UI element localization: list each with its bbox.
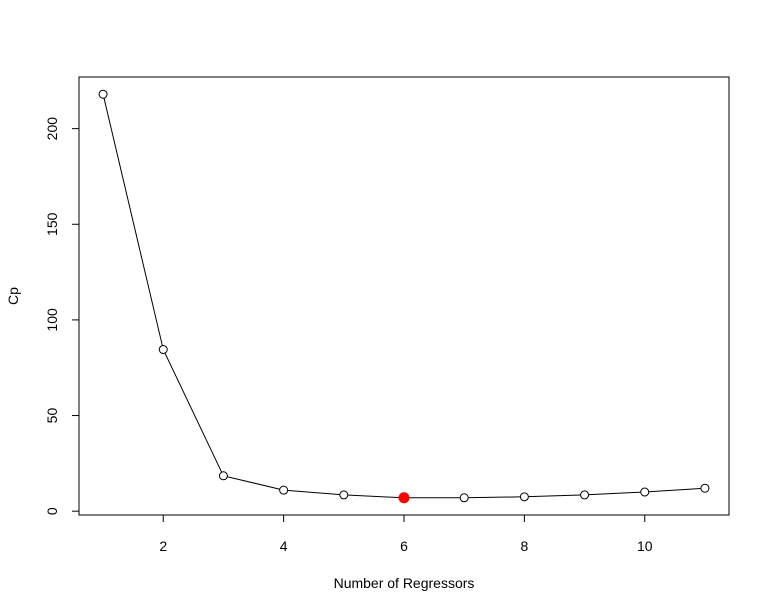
x-tick-label: 6 [400, 538, 408, 554]
x-tick-label: 4 [280, 538, 288, 554]
data-point [339, 490, 349, 500]
data-point [519, 492, 529, 502]
x-axis: 2 4 6 8 10 [159, 514, 653, 554]
y-axis-title: Cp [5, 287, 21, 305]
data-points [98, 89, 710, 504]
data-point [158, 345, 168, 355]
data-point [640, 487, 650, 497]
y-tick-label: 0 [44, 507, 60, 515]
x-tick-label: 2 [159, 538, 167, 554]
y-tick-label: 50 [44, 408, 60, 424]
x-axis-title: Number of Regressors [334, 575, 475, 591]
y-tick-label: 150 [44, 212, 60, 236]
plot-frame [78, 76, 730, 516]
y-axis: 0 50 100 150 200 [44, 117, 80, 515]
data-point [459, 493, 469, 503]
data-point [98, 89, 108, 99]
data-point [580, 490, 590, 500]
highlight-point [398, 492, 410, 504]
y-tick-label: 100 [44, 308, 60, 332]
data-point [218, 471, 228, 481]
x-tick-label: 8 [520, 538, 528, 554]
data-point [700, 483, 710, 493]
series-line [102, 94, 705, 499]
data-point [279, 485, 289, 495]
x-tick-label: 10 [637, 538, 653, 554]
y-tick-label: 200 [44, 117, 60, 141]
